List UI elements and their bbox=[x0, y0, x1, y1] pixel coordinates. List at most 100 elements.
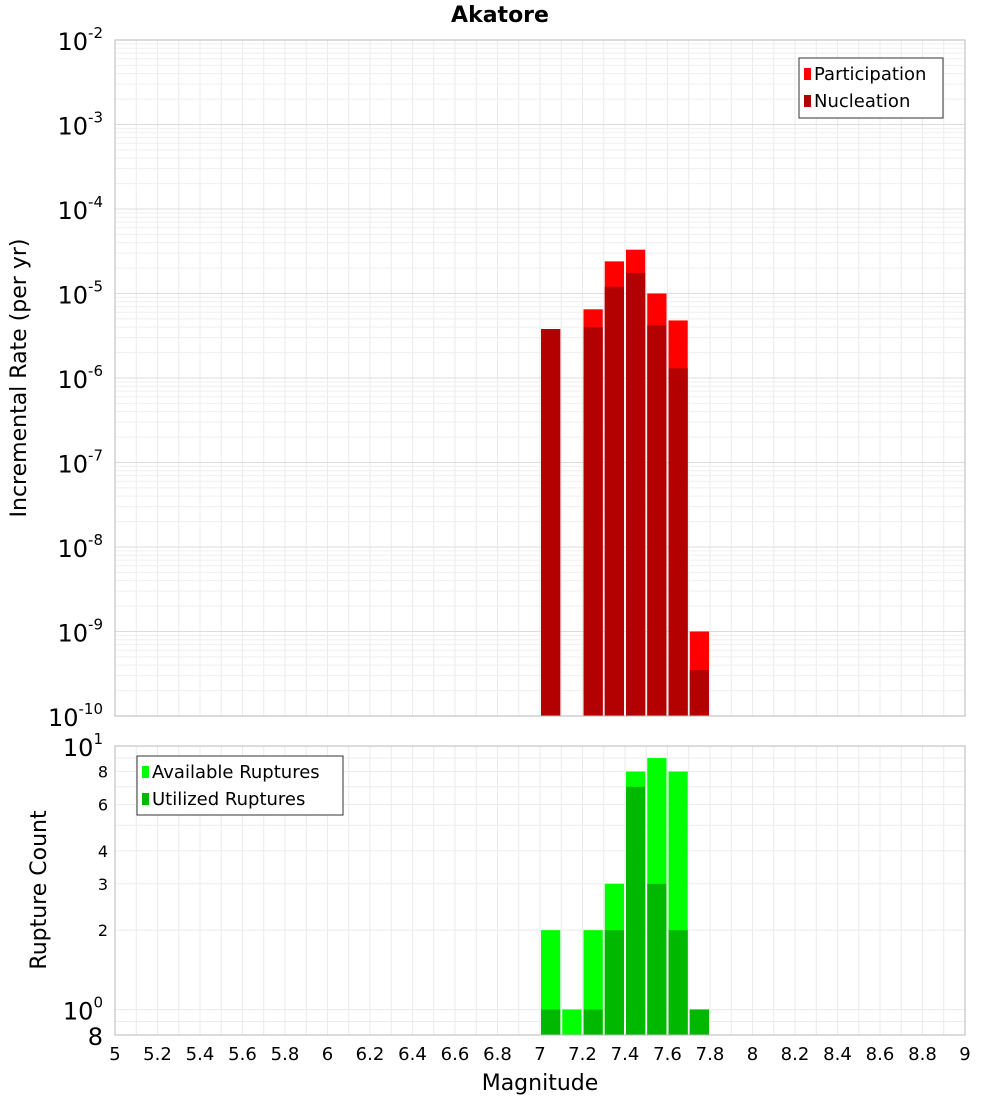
bottom-bar-available-ruptures bbox=[562, 1009, 582, 1035]
bottom-bar-utilized-ruptures bbox=[541, 1009, 561, 1035]
bottom-y-tick-base: 10 bbox=[63, 997, 94, 1025]
x-axis-label: Magnitude bbox=[482, 1071, 599, 1096]
top-y-axis-label: Incremental Rate (per yr) bbox=[7, 239, 32, 518]
top-y-tick-base: 10 bbox=[48, 704, 79, 732]
x-tick-label: 6.6 bbox=[441, 1044, 470, 1065]
top-y-tick-exponent: -9 bbox=[88, 616, 103, 634]
top-legend-box bbox=[798, 57, 944, 119]
top-y-tick-label: 10-3 bbox=[57, 109, 103, 141]
bottom-y-tick-base: 8 bbox=[88, 1023, 103, 1051]
top-y-tick-base: 10 bbox=[57, 535, 88, 563]
top-y-tick-label: 10-10 bbox=[48, 700, 103, 732]
top-y-tick-label: 10-6 bbox=[57, 362, 103, 394]
top-y-tick-base: 10 bbox=[57, 282, 88, 310]
top-bar-nucleation bbox=[541, 329, 561, 716]
bottom-bar-utilized-ruptures bbox=[604, 930, 624, 1035]
bottom-y-tick-base: 10 bbox=[63, 734, 94, 762]
bottom-bar-utilized-ruptures bbox=[668, 930, 688, 1035]
bottom-y-tick-label: 100 bbox=[63, 993, 103, 1025]
x-tick-label: 7 bbox=[534, 1044, 545, 1065]
bottom-legend-box bbox=[136, 755, 344, 816]
x-tick-label: 5.2 bbox=[143, 1044, 172, 1065]
x-tick-label: 5 bbox=[109, 1044, 120, 1065]
bottom-legend-label: Utilized Ruptures bbox=[152, 789, 305, 810]
x-tick-label: 7.6 bbox=[653, 1044, 682, 1065]
bottom-y-tick-label: 6 bbox=[98, 795, 108, 814]
top-plot-border bbox=[114, 39, 966, 717]
x-tick-label: 8.4 bbox=[823, 1044, 852, 1065]
x-tick-label: 6.8 bbox=[483, 1044, 512, 1065]
top-y-tick-label: 10-5 bbox=[57, 278, 103, 310]
top-y-tick-exponent: -7 bbox=[88, 447, 103, 465]
top-bar-nucleation bbox=[604, 286, 624, 716]
bottom-bar-available-ruptures bbox=[583, 930, 603, 1035]
top-legend-swatch bbox=[804, 95, 811, 107]
bottom-bar-utilized-ruptures bbox=[647, 883, 667, 1035]
bottom-bar-utilized-ruptures bbox=[583, 1009, 603, 1035]
top-legend-label: Participation bbox=[814, 64, 926, 85]
x-tick-label: 5.4 bbox=[186, 1044, 215, 1065]
bottom-plot-border bbox=[114, 745, 966, 1036]
bottom-legend-swatch bbox=[142, 766, 149, 778]
bottom-y-tick-base: 6 bbox=[98, 795, 108, 814]
bottom-legend-swatch bbox=[142, 793, 149, 805]
x-tick-label: 9 bbox=[959, 1044, 970, 1065]
bottom-bar-available-ruptures bbox=[541, 930, 561, 1035]
top-y-tick-label: 10-8 bbox=[57, 531, 103, 563]
chart-title: Akatore bbox=[451, 3, 549, 28]
x-tick-label: 5.8 bbox=[271, 1044, 300, 1065]
bottom-bar-utilized-ruptures bbox=[689, 1009, 709, 1035]
top-legend-swatch bbox=[804, 68, 811, 80]
top-y-tick-exponent: -8 bbox=[88, 531, 103, 549]
bottom-y-tick-base: 2 bbox=[98, 921, 108, 940]
top-y-tick-base: 10 bbox=[57, 113, 88, 141]
bottom-y-tick-label: 3 bbox=[98, 875, 108, 894]
top-y-tick-exponent: -4 bbox=[88, 193, 103, 211]
bottom-y-tick-base: 3 bbox=[98, 875, 108, 894]
top-y-tick-exponent: -5 bbox=[88, 278, 103, 296]
top-legend-label: Nucleation bbox=[814, 91, 910, 112]
x-tick-label: 6 bbox=[322, 1044, 333, 1065]
bottom-bar-utilized-ruptures bbox=[626, 786, 646, 1035]
x-tick-label: 7.2 bbox=[568, 1044, 597, 1065]
x-tick-label: 8.6 bbox=[866, 1044, 895, 1065]
x-tick-label: 5.6 bbox=[228, 1044, 257, 1065]
top-y-tick-exponent: -2 bbox=[88, 24, 103, 42]
top-bar-nucleation bbox=[583, 327, 603, 716]
top-y-tick-label: 10-2 bbox=[57, 24, 103, 56]
top-y-tick-base: 10 bbox=[57, 366, 88, 394]
bottom-legend-label: Available Ruptures bbox=[152, 762, 320, 783]
top-y-tick-base: 10 bbox=[57, 620, 88, 648]
top-bar-nucleation bbox=[647, 325, 667, 716]
top-y-tick-exponent: -10 bbox=[79, 700, 104, 718]
x-tick-label: 8 bbox=[747, 1044, 758, 1065]
bottom-y-tick-exponent: 0 bbox=[93, 993, 103, 1011]
bottom-y-axis-label: Rupture Count bbox=[27, 810, 52, 970]
bottom-y-tick-label: 8 bbox=[98, 763, 108, 782]
x-tick-label: 7.8 bbox=[696, 1044, 725, 1065]
x-tick-label: 8.8 bbox=[908, 1044, 937, 1065]
bottom-y-tick-label: 2 bbox=[98, 921, 108, 940]
x-tick-label: 6.2 bbox=[356, 1044, 385, 1065]
x-tick-label: 7.4 bbox=[611, 1044, 640, 1065]
bottom-y-tick-label: 101 bbox=[63, 730, 103, 762]
bottom-y-tick-exponent: 1 bbox=[93, 730, 103, 748]
top-y-tick-label: 10-9 bbox=[57, 616, 103, 648]
bottom-y-tick-base: 4 bbox=[98, 842, 108, 861]
bottom-y-tick-label: 8 bbox=[88, 1023, 103, 1051]
top-y-tick-exponent: -6 bbox=[88, 362, 103, 380]
top-y-tick-label: 10-7 bbox=[57, 447, 103, 479]
top-y-tick-base: 10 bbox=[57, 451, 88, 479]
top-y-tick-base: 10 bbox=[57, 197, 88, 225]
top-y-tick-base: 10 bbox=[57, 28, 88, 56]
top-bar-nucleation bbox=[689, 670, 709, 716]
top-bar-nucleation bbox=[626, 272, 646, 716]
x-tick-label: 8.2 bbox=[781, 1044, 810, 1065]
top-y-tick-exponent: -3 bbox=[88, 109, 103, 127]
top-y-tick-label: 10-4 bbox=[57, 193, 103, 225]
bottom-y-tick-base: 8 bbox=[98, 763, 108, 782]
x-tick-label: 6.4 bbox=[398, 1044, 427, 1065]
top-bar-nucleation bbox=[668, 368, 688, 716]
